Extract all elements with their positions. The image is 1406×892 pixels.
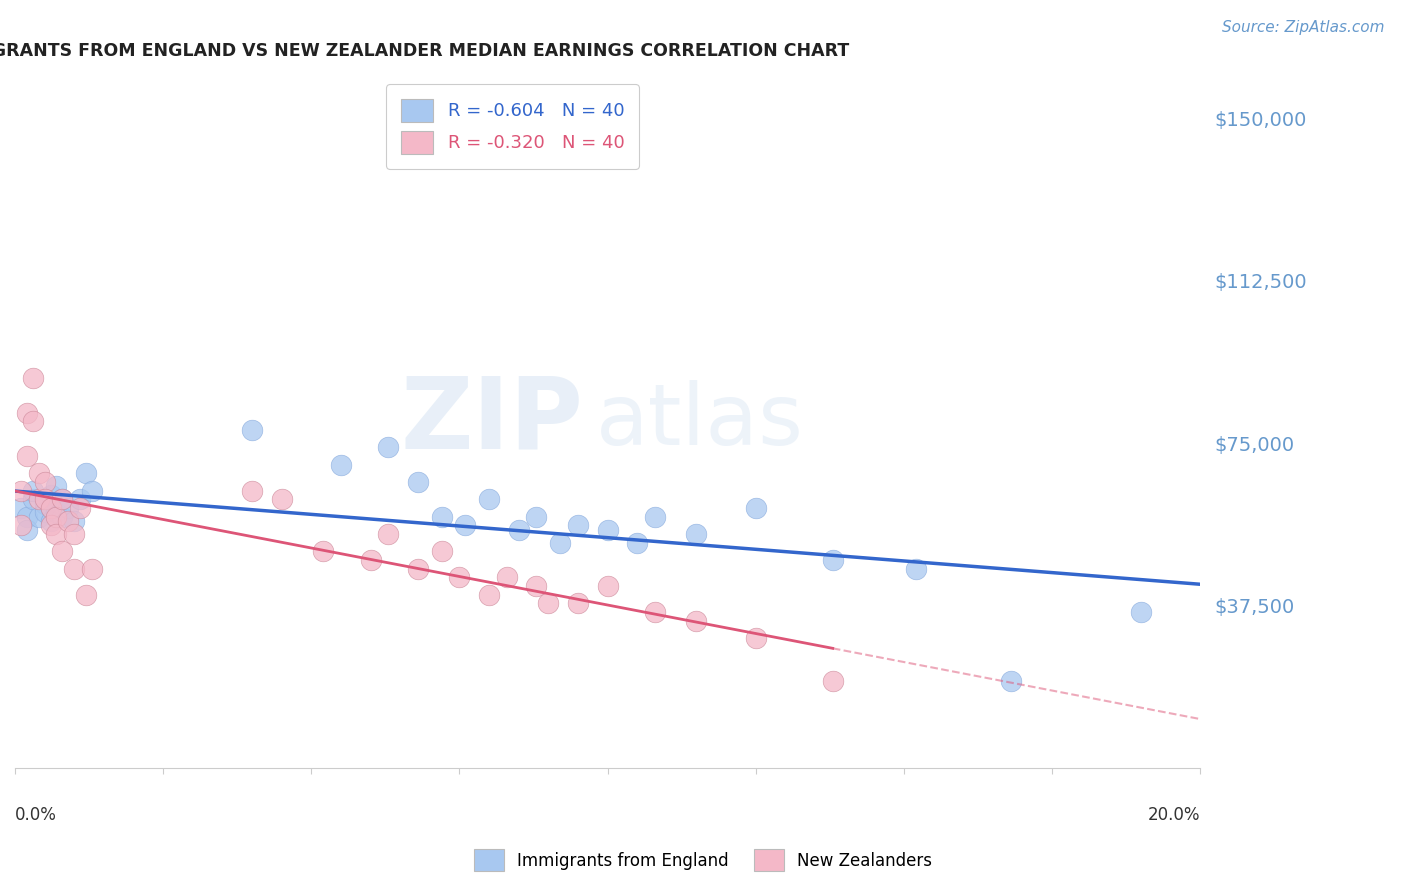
Point	[821, 553, 844, 567]
Point	[39, 514, 62, 528]
Point	[644, 509, 666, 524]
Point	[21, 414, 44, 428]
Point	[58, 501, 80, 516]
Point	[548, 535, 571, 549]
Point	[69, 501, 91, 516]
Point	[45, 509, 67, 524]
Point	[51, 509, 73, 524]
Text: 20.0%: 20.0%	[1147, 805, 1201, 824]
Point	[644, 605, 666, 619]
Point	[28, 467, 51, 481]
Point	[904, 561, 927, 575]
Point	[1129, 605, 1152, 619]
Point	[58, 514, 80, 528]
Point	[360, 553, 382, 567]
Point	[430, 509, 453, 524]
Text: Source: ZipAtlas.com: Source: ZipAtlas.com	[1222, 20, 1385, 35]
Point	[75, 588, 97, 602]
Point	[449, 570, 471, 584]
Point	[34, 497, 56, 511]
Legend: Immigrants from England, New Zealanders: Immigrants from England, New Zealanders	[465, 841, 941, 880]
Point	[685, 527, 707, 541]
Point	[377, 441, 399, 455]
Point	[21, 483, 44, 498]
Point	[567, 518, 589, 533]
Point	[821, 674, 844, 689]
Point	[34, 492, 56, 507]
Point	[537, 596, 560, 610]
Point	[596, 523, 619, 537]
Point	[39, 501, 62, 516]
Point	[406, 561, 429, 575]
Point	[15, 406, 38, 420]
Point	[34, 475, 56, 489]
Point	[430, 544, 453, 558]
Point	[15, 523, 38, 537]
Point	[596, 579, 619, 593]
Point	[10, 501, 32, 516]
Point	[21, 371, 44, 385]
Point	[45, 527, 67, 541]
Point	[567, 596, 589, 610]
Point	[478, 492, 501, 507]
Text: 0.0%: 0.0%	[15, 805, 56, 824]
Point	[406, 475, 429, 489]
Point	[69, 492, 91, 507]
Point	[240, 423, 263, 437]
Point	[15, 449, 38, 463]
Point	[21, 492, 44, 507]
Point	[45, 479, 67, 493]
Point	[28, 509, 51, 524]
Point	[10, 518, 32, 533]
Point	[626, 535, 648, 549]
Point	[51, 544, 73, 558]
Point	[39, 501, 62, 516]
Point	[1000, 674, 1022, 689]
Point	[377, 527, 399, 541]
Point	[10, 483, 32, 498]
Point	[240, 483, 263, 498]
Point	[744, 501, 766, 516]
Point	[685, 614, 707, 628]
Point	[526, 579, 548, 593]
Text: IMMIGRANTS FROM ENGLAND VS NEW ZEALANDER MEDIAN EARNINGS CORRELATION CHART: IMMIGRANTS FROM ENGLAND VS NEW ZEALANDER…	[0, 42, 849, 60]
Point	[63, 561, 86, 575]
Legend: R = -0.604   N = 40, R = -0.320   N = 40: R = -0.604 N = 40, R = -0.320 N = 40	[387, 84, 640, 169]
Point	[63, 514, 86, 528]
Point	[63, 527, 86, 541]
Point	[34, 505, 56, 519]
Point	[45, 505, 67, 519]
Text: atlas: atlas	[596, 380, 804, 463]
Point	[75, 467, 97, 481]
Point	[270, 492, 292, 507]
Point	[15, 509, 38, 524]
Point	[508, 523, 530, 537]
Point	[312, 544, 335, 558]
Point	[39, 518, 62, 533]
Point	[80, 561, 103, 575]
Point	[39, 488, 62, 502]
Point	[80, 483, 103, 498]
Point	[51, 492, 73, 507]
Point	[454, 518, 477, 533]
Point	[51, 492, 73, 507]
Point	[526, 509, 548, 524]
Text: ZIP: ZIP	[401, 373, 583, 470]
Point	[28, 492, 51, 507]
Point	[329, 458, 352, 472]
Point	[478, 588, 501, 602]
Point	[495, 570, 517, 584]
Point	[744, 631, 766, 645]
